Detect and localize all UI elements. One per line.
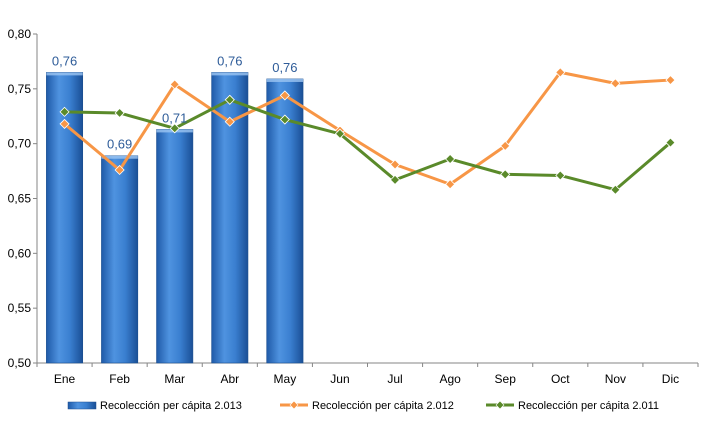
legend-label: Recolección per cápita 2.013 (100, 400, 242, 412)
series-point (224, 116, 235, 127)
x-tick-label: Ago (439, 372, 461, 386)
series-point (500, 140, 511, 151)
series-point (279, 114, 290, 125)
series-line (63, 98, 672, 192)
series-point (59, 118, 70, 129)
y-tick-label: 0,80 (8, 27, 32, 41)
bar-top-highlight (211, 72, 248, 76)
x-tick-label: Feb (109, 372, 130, 386)
y-tick-label: 0,55 (8, 301, 32, 315)
series-point (114, 164, 125, 176)
series-point (59, 106, 70, 117)
series-point (334, 128, 346, 139)
legend-item: Recolección per cápita 2.011 (486, 400, 659, 412)
bar-data-label: 0,76 (217, 53, 242, 68)
legend-item: Recolección per cápita 2.012 (280, 400, 454, 412)
x-tick-label: May (274, 372, 297, 386)
y-tick-label: 0,70 (8, 137, 32, 151)
line-series-2011 (59, 94, 676, 195)
legend-item: Recolección per cápita 2.013 (67, 400, 242, 412)
x-tick-label: Nov (605, 372, 626, 386)
x-tick-label: Ene (54, 372, 76, 386)
legend-label: Recolección per cápita 2.012 (312, 400, 454, 412)
legend-swatch-bar (67, 401, 97, 410)
bar-top-highlight (46, 72, 83, 76)
x-tick-label: Jul (387, 372, 402, 386)
bar-data-label: 0,69 (107, 137, 132, 152)
legend-swatch-marker (289, 400, 299, 410)
series-point (389, 159, 401, 170)
series-point (445, 179, 456, 190)
x-tick-label: Jun (330, 372, 349, 386)
series-point (169, 123, 180, 134)
legend-label: Recolección per cápita 2.011 (518, 400, 659, 412)
y-tick-label: 0,60 (8, 246, 32, 260)
series-point (665, 137, 676, 148)
series-point (169, 79, 180, 90)
legend-swatch-marker (495, 400, 505, 410)
bar-data-label: 0,76 (272, 60, 297, 75)
y-tick-label: 0,50 (8, 356, 32, 370)
axes: 0,50 0,55 0,60 0,65 0,70 0,75 0,80 Ene Feb Mar Abr… (8, 27, 699, 386)
x-tick-label: Oct (551, 372, 570, 386)
series-point (279, 90, 290, 101)
series-point (555, 67, 566, 78)
data-labels: 0,76 0,69 0,71 0,76 0,76 (52, 53, 298, 151)
x-tick-label: Abr (220, 372, 239, 386)
bar-series-2013 (46, 72, 304, 364)
x-tick-label: Mar (164, 372, 185, 386)
series-point (610, 78, 621, 89)
legend: Recolección per cápita 2.013 Recolección … (67, 400, 659, 412)
bar-data-label: 0,71 (162, 110, 187, 125)
series-point (445, 153, 456, 165)
line-series-group (59, 67, 676, 195)
series-point (555, 170, 566, 181)
y-tick-label: 0,75 (8, 82, 32, 96)
series-line (63, 70, 672, 186)
bar-top-highlight (266, 78, 304, 82)
x-tick-label: Sep (495, 372, 517, 386)
series-point (389, 174, 401, 185)
series-point (224, 94, 235, 105)
line-series-2012 (59, 67, 676, 190)
bar-top-highlight (101, 155, 138, 159)
bar (156, 129, 194, 364)
series-point (665, 74, 676, 86)
y-tick-label: 0,65 (8, 192, 32, 206)
series-point (114, 107, 125, 119)
bar (266, 78, 304, 364)
x-tick-label: Dic (662, 372, 679, 386)
series-point (500, 169, 511, 180)
bar-data-label: 0,76 (52, 53, 77, 68)
bar (101, 155, 139, 364)
series-point (610, 184, 621, 195)
